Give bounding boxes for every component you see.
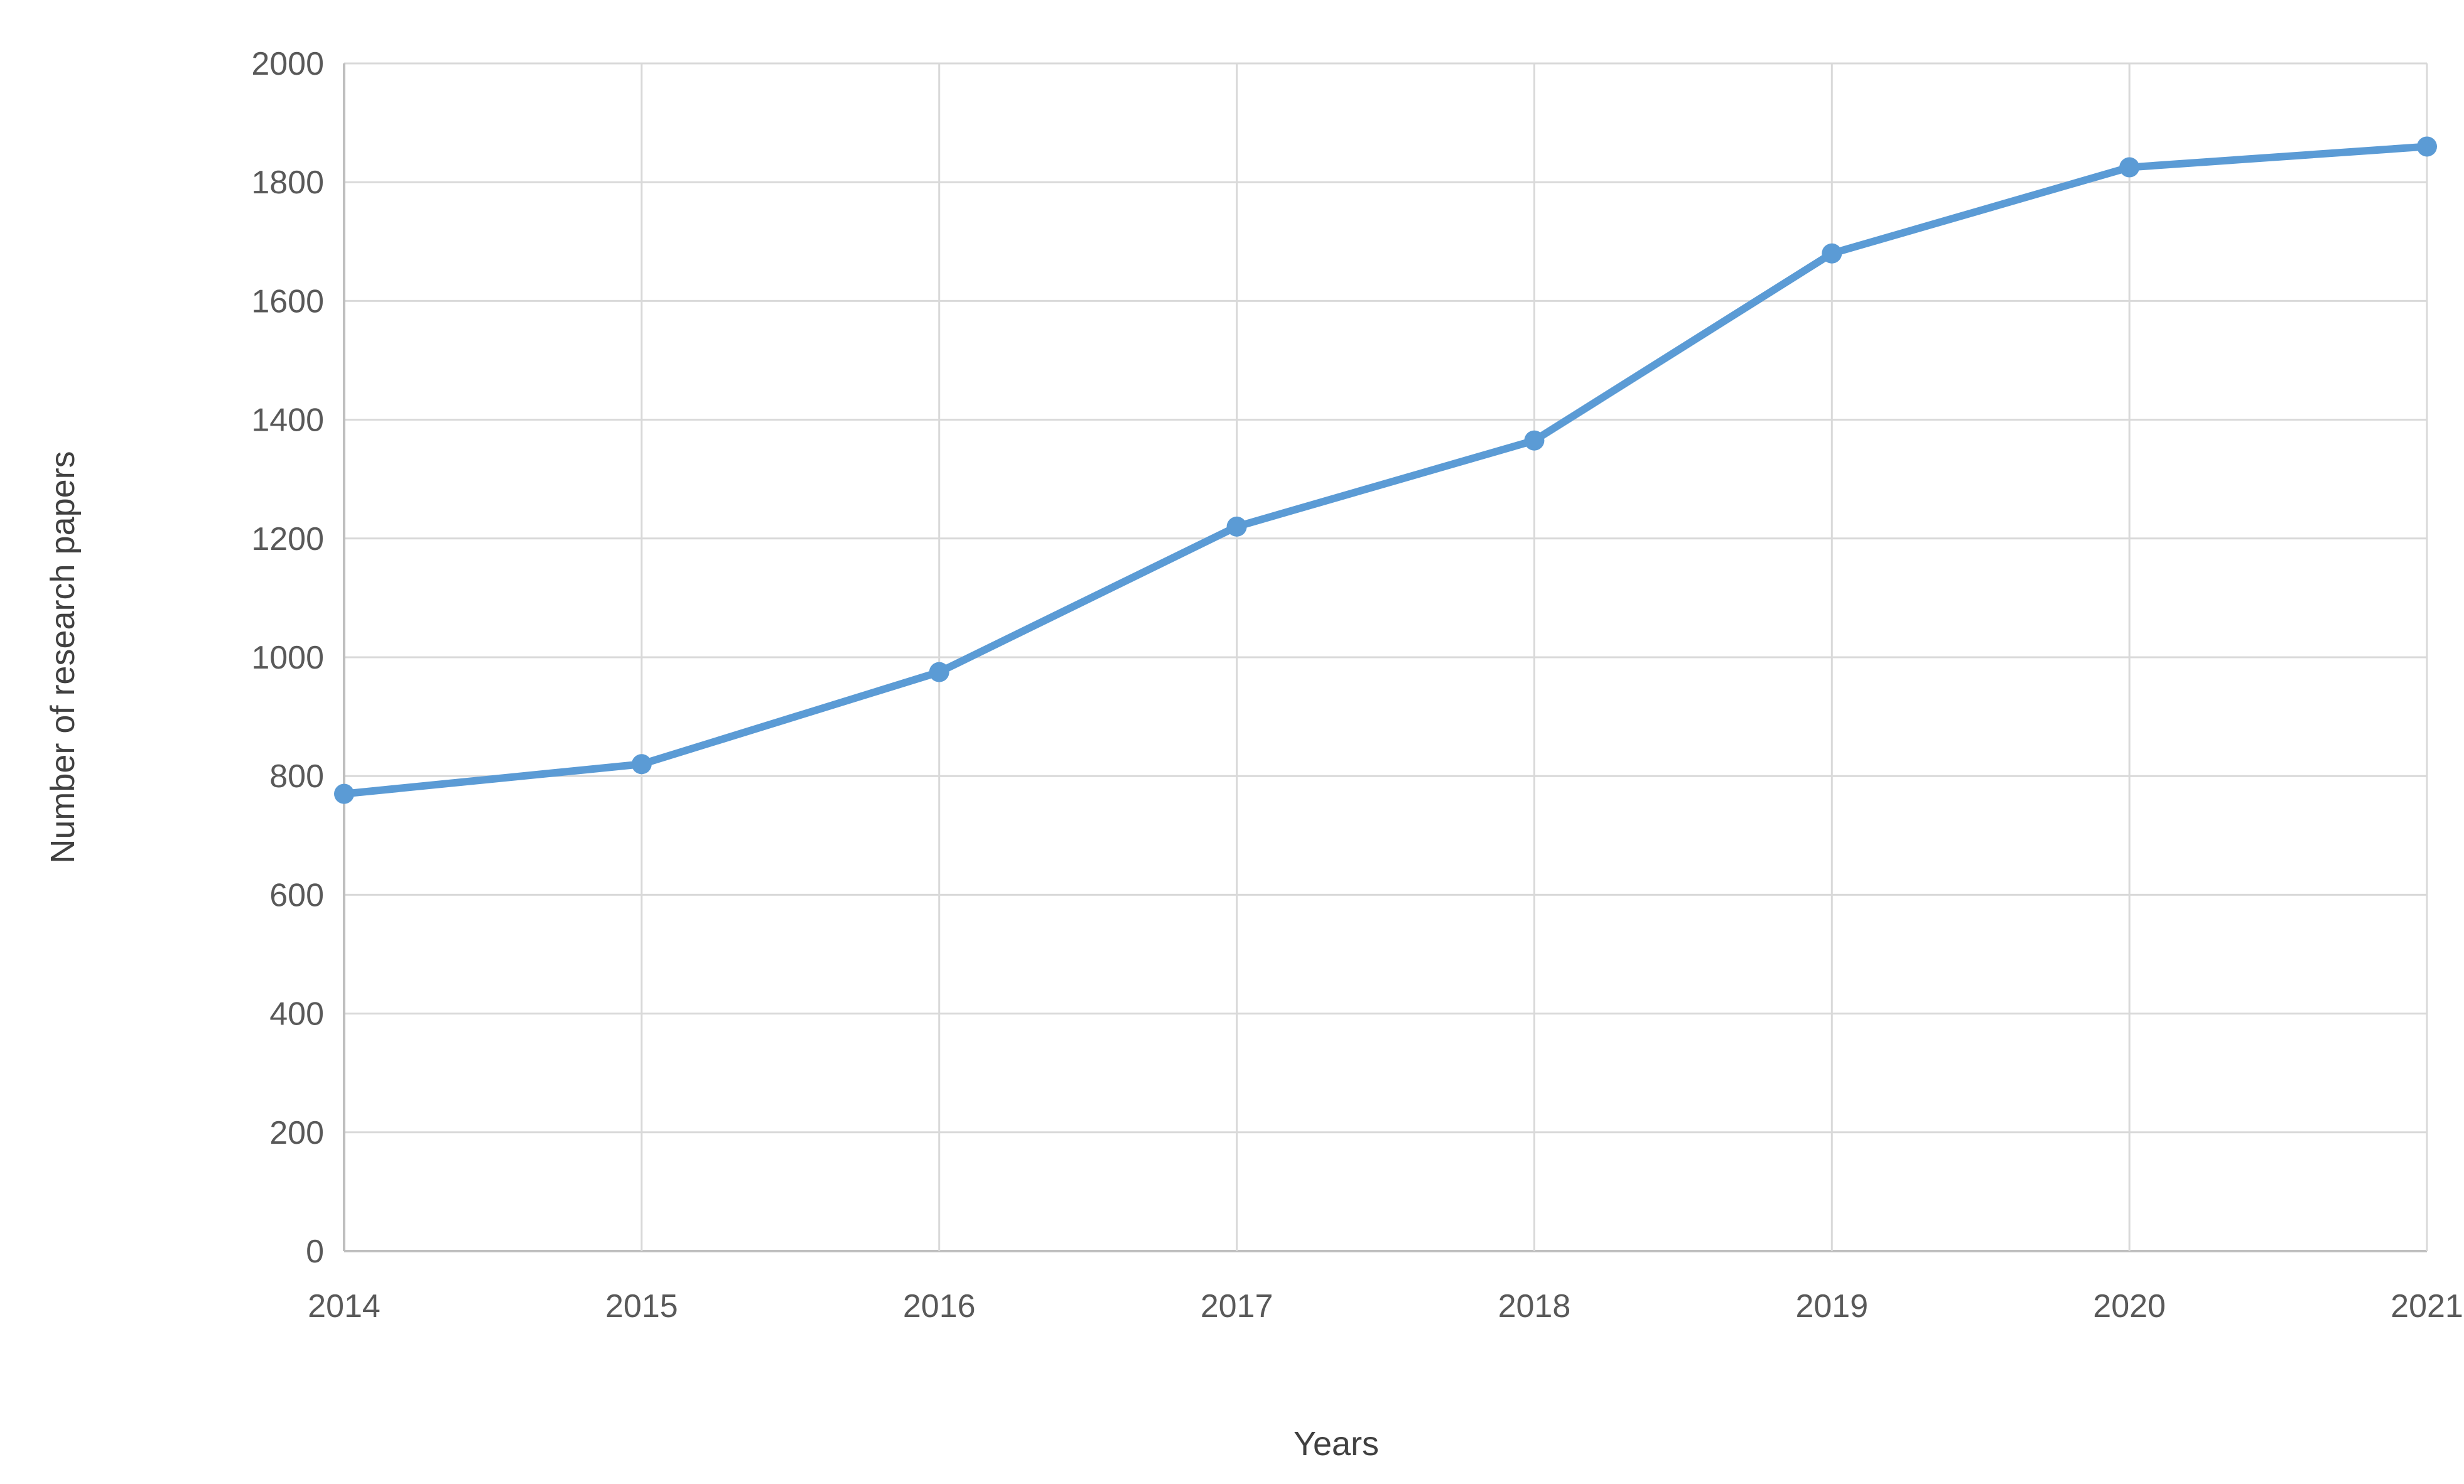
y-tick-label: 1800 xyxy=(251,164,324,201)
y-tick-label: 200 xyxy=(269,1115,324,1151)
y-tick-label: 400 xyxy=(269,996,324,1033)
x-tick-label: 2016 xyxy=(903,1288,976,1325)
data-point-marker xyxy=(334,783,354,804)
data-point-marker xyxy=(1524,430,1545,451)
y-tick-label: 800 xyxy=(269,758,324,795)
data-point-marker xyxy=(2119,157,2140,178)
x-tick-label: 2020 xyxy=(2093,1288,2166,1325)
x-tick-label: 2017 xyxy=(1201,1288,1273,1325)
y-tick-label: 0 xyxy=(306,1234,324,1270)
x-tick-label: 2019 xyxy=(1795,1288,1868,1325)
x-tick-label: 2014 xyxy=(308,1288,381,1325)
data-point-marker xyxy=(929,662,949,682)
y-tick-label: 1600 xyxy=(251,283,324,320)
x-axis-title: Years xyxy=(1293,1425,1380,1463)
y-tick-label: 2000 xyxy=(251,46,324,82)
y-tick-label: 600 xyxy=(269,877,324,913)
series-line xyxy=(340,142,2431,798)
data-point-marker xyxy=(631,754,652,775)
y-axis-title: Number of research papers xyxy=(44,451,82,864)
y-tick-label: 1000 xyxy=(251,640,324,676)
x-tick-label: 2021 xyxy=(2391,1288,2463,1325)
data-point-marker xyxy=(1226,516,1247,537)
x-tick-label: 2015 xyxy=(605,1288,678,1325)
y-tick-label: 1200 xyxy=(251,521,324,557)
y-tick-label: 1400 xyxy=(251,402,324,439)
x-tick-label: 2018 xyxy=(1498,1288,1571,1325)
data-point-marker xyxy=(2417,136,2437,157)
data-point-marker xyxy=(1822,243,1842,264)
